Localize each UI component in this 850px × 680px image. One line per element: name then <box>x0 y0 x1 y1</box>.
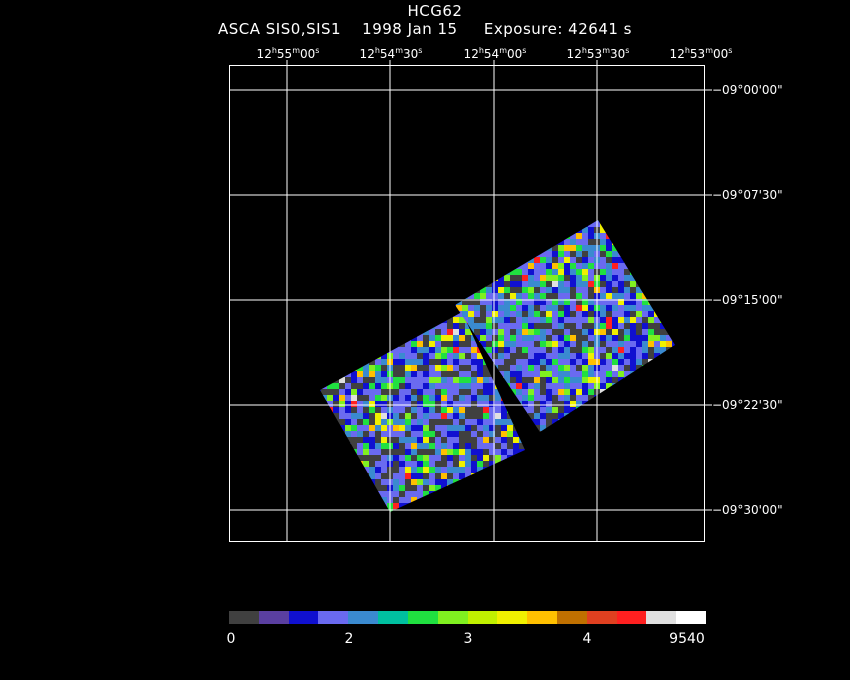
colorbar-label: 9540 <box>669 631 705 647</box>
instrument-label: ASCA SIS0,SIS1 <box>218 20 342 38</box>
colorbar-swatch <box>527 611 557 624</box>
colorbar-swatch <box>437 611 468 624</box>
colorbar-swatch <box>497 611 528 624</box>
colorbar-swatch <box>258 611 289 624</box>
colorbar-swatch <box>616 611 647 624</box>
colorbar-swatch <box>348 611 379 624</box>
colorbar-swatch <box>288 611 319 624</box>
ra-tick-label: 12h54m00s <box>463 46 527 61</box>
colorbar-swatch <box>676 611 706 624</box>
colorbar <box>229 611 706 624</box>
colorbar-swatch <box>229 611 259 624</box>
exposure-label: Exposure: 42641 s <box>483 20 632 38</box>
ra-tick-label: 12h55m00s <box>256 46 320 61</box>
dec-tick-label: −09°07'30" <box>712 188 783 202</box>
colorbar-label: 3 <box>463 631 473 647</box>
colorbar-label: 2 <box>344 631 354 647</box>
ra-tick-label: 12h53m30s <box>566 46 630 61</box>
dec-tick-label: −09°22'30" <box>712 398 783 412</box>
colorbar-label: 4 <box>582 631 592 647</box>
colorbar-swatch <box>407 611 438 624</box>
image-frame <box>229 65 705 542</box>
ra-tick-label: 12h53m00s <box>669 46 733 61</box>
colorbar-swatch <box>586 611 617 624</box>
colorbar-swatch <box>467 611 498 624</box>
dec-tick-label: −09°00'00" <box>712 83 783 97</box>
colorbar-swatch <box>556 611 587 624</box>
colorbar-swatch <box>646 611 677 624</box>
ra-tick-label: 12h54m30s <box>359 46 423 61</box>
colorbar-label: 0 <box>226 631 236 647</box>
dec-tick-label: −09°15'00" <box>712 293 783 307</box>
plot-title: HCG62 <box>407 2 463 20</box>
date-label: 1998 Jan 15 <box>362 20 458 38</box>
dec-tick-label: −09°30'00" <box>712 503 783 517</box>
colorbar-swatch <box>378 611 408 624</box>
coordinate-grid <box>230 60 712 541</box>
colorbar-swatch <box>318 611 349 624</box>
plot-subtitle: ASCA SIS0,SIS1 1998 Jan 15 Exposure: 426… <box>0 20 850 38</box>
